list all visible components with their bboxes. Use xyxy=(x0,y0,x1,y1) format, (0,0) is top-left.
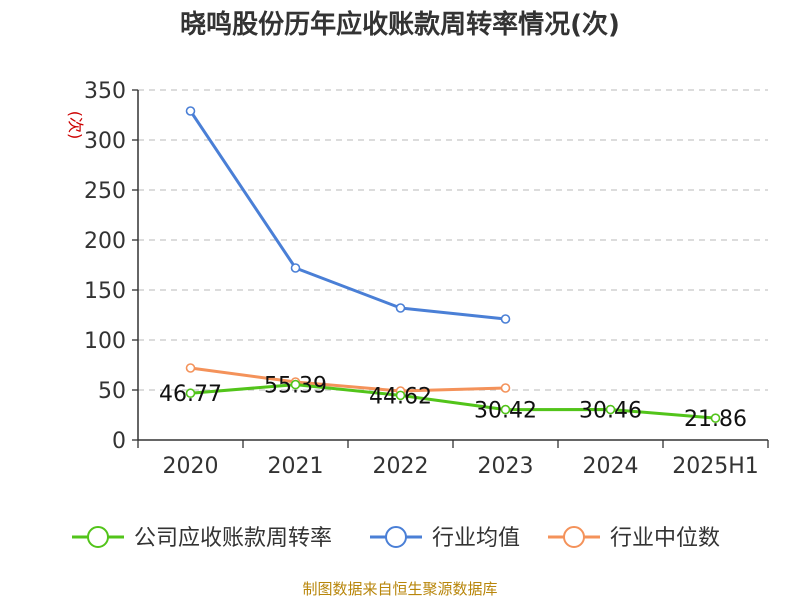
axes: 0 50 100 150 200 250 300 350 2020 2021 2022 2023 202… xyxy=(84,79,769,479)
data-point[interactable] xyxy=(500,383,511,393)
y-tick-label: 150 xyxy=(84,279,126,304)
data-point[interactable] xyxy=(500,404,511,415)
data-point[interactable] xyxy=(605,404,616,415)
data-point[interactable] xyxy=(185,363,196,373)
legend-marker-icon xyxy=(563,526,585,548)
series-lines xyxy=(185,106,721,423)
data-point[interactable] xyxy=(395,303,406,313)
series-line xyxy=(190,383,716,420)
data-label: 30.42 xyxy=(474,399,537,424)
legend-marker-icon xyxy=(385,526,407,548)
legend-item[interactable]: 行业中位数 xyxy=(548,526,720,551)
y-tick-label: 300 xyxy=(84,129,126,154)
data-label: 55.39 xyxy=(264,374,327,399)
data-point[interactable] xyxy=(290,263,301,273)
data-point[interactable] xyxy=(710,413,721,423)
y-tick-label: 250 xyxy=(84,179,126,204)
series-line xyxy=(190,366,506,393)
data-point[interactable] xyxy=(500,314,511,324)
x-tick-label: 2020 xyxy=(163,454,219,479)
data-point[interactable] xyxy=(185,388,196,399)
y-tick-label: 50 xyxy=(98,379,126,404)
data-label: 21.86 xyxy=(684,407,747,432)
data-label: 30.46 xyxy=(579,399,642,424)
x-tick-label: 2024 xyxy=(583,454,639,479)
series-company xyxy=(185,379,721,423)
legend-marker-icon xyxy=(87,526,109,548)
chart-title: 晓鸣股份历年应收账款周转率情况(次) xyxy=(180,9,620,40)
y-tick-label: 100 xyxy=(84,329,126,354)
y-tick-label: 200 xyxy=(84,229,126,254)
x-tick-label: 2023 xyxy=(478,454,534,479)
data-point[interactable] xyxy=(185,106,196,116)
x-tick-label: 2025H1 xyxy=(672,454,759,479)
legend-item[interactable]: 行业均值 xyxy=(370,526,520,551)
x-tick-label: 2021 xyxy=(268,454,324,479)
legend-label: 行业中位数 xyxy=(610,526,720,551)
source-note: 制图数据来自恒生聚源数据库 xyxy=(302,580,497,598)
data-labels: 46.77 55.39 44.62 30.42 30.46 21.86 xyxy=(159,374,747,433)
legend-label: 行业均值 xyxy=(432,526,520,551)
x-tick-label: 2022 xyxy=(373,454,429,479)
y-tick-label: 350 xyxy=(84,79,126,104)
legend-item[interactable]: 公司应收账款周转率 xyxy=(72,526,332,551)
data-point[interactable] xyxy=(290,379,301,390)
y-axis-unit-label: (次) xyxy=(66,111,85,140)
series-line xyxy=(189,110,506,321)
data-point[interactable] xyxy=(395,390,406,401)
legend-label: 公司应收账款周转率 xyxy=(134,526,332,551)
legend[interactable]: 公司应收账款周转率 行业均值 行业中位数 xyxy=(72,526,720,551)
grid-lines xyxy=(138,89,768,391)
data-label: 44.62 xyxy=(369,384,432,409)
data-label: 46.77 xyxy=(159,382,222,407)
y-tick-label: 0 xyxy=(112,429,126,454)
series-industry-mean xyxy=(185,106,511,324)
